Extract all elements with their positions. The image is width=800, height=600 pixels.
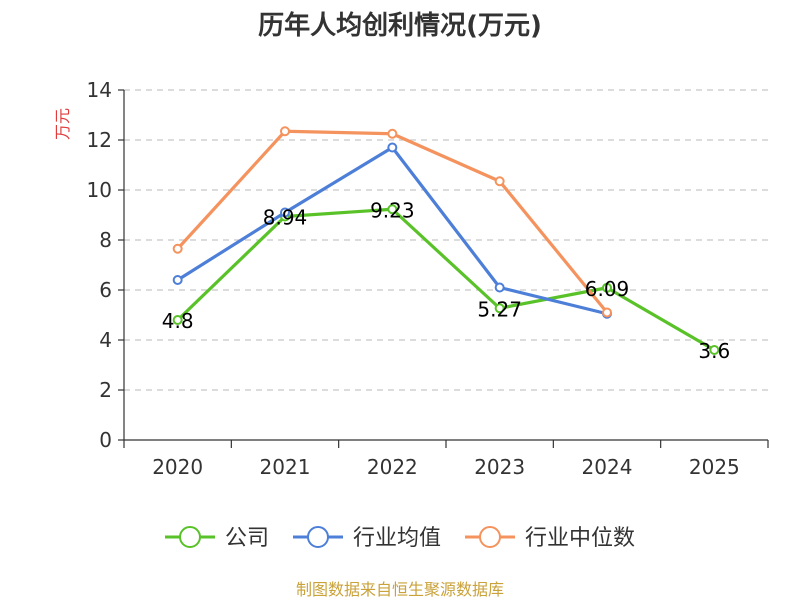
- x-tick-label-2024: 2024: [582, 455, 633, 479]
- grid-lines: [124, 90, 768, 390]
- legend-label: 公司: [225, 526, 269, 551]
- legend-item-1[interactable]: 行业均值: [293, 526, 441, 551]
- data-point-1-2020: [174, 276, 182, 284]
- axes: 0 2 4 6 8 10 12 14 2020 2021 2022 2023 2024 2025: [87, 78, 768, 479]
- data-label-2023: 5.27: [477, 297, 522, 321]
- data-label-2022: 9.23: [370, 198, 415, 222]
- chart-title: 历年人均创利情况(万元): [258, 10, 542, 41]
- x-tick-label-2023: 2023: [474, 455, 525, 479]
- data-point-1-2023: [496, 284, 504, 292]
- legend-label: 行业中位数: [525, 526, 635, 551]
- data-label-2021: 8.94: [263, 206, 308, 230]
- legend-marker: [308, 527, 328, 547]
- x-tick-label-2022: 2022: [367, 455, 418, 479]
- legend-marker: [480, 527, 500, 547]
- data-labels: 4.8 8.94 9.23 5.27 6.09 3.6: [162, 198, 730, 363]
- y-tick-label: 12: [87, 128, 112, 152]
- data-point-2-2021: [281, 127, 289, 135]
- y-tick-label: 14: [87, 78, 112, 102]
- y-tick-label: 2: [99, 378, 112, 402]
- legend-item-0[interactable]: 公司: [165, 526, 269, 551]
- series-line-1: [178, 148, 607, 314]
- legend-marker: [180, 527, 200, 547]
- data-label-2020: 4.8: [162, 309, 194, 333]
- legend-item-2[interactable]: 行业中位数: [465, 526, 635, 551]
- source-note: 制图数据来自恒生聚源数据库: [296, 580, 504, 599]
- data-point-2-2020: [174, 245, 182, 253]
- data-point-2-2022: [388, 130, 396, 138]
- data-point-2-2023: [496, 177, 504, 185]
- y-tick-label: 8: [99, 228, 112, 252]
- series-1: [174, 144, 611, 318]
- y-axis-unit-label: 万元: [53, 108, 72, 140]
- data-label-2024: 6.09: [585, 277, 630, 301]
- data-point-1-2022: [388, 144, 396, 152]
- y-tick-label: 4: [99, 328, 112, 352]
- legend: 公司 行业均值 行业中位数: [165, 526, 635, 551]
- y-tick-label: 6: [99, 278, 112, 302]
- x-tick-label-2021: 2021: [260, 455, 311, 479]
- data-label-2025: 3.6: [698, 339, 730, 363]
- y-tick-label: 0: [99, 428, 112, 452]
- x-tick-label-2025: 2025: [689, 455, 740, 479]
- line-chart: 历年人均创利情况(万元) 万元 0 2 4 6 8 10 12 14 2020 2021 2022 2…: [0, 0, 800, 600]
- x-tick-label-2020: 2020: [152, 455, 203, 479]
- series-0: [174, 205, 719, 354]
- y-tick-label: 10: [87, 178, 112, 202]
- series-lines: [174, 127, 719, 354]
- data-point-2-2024: [603, 309, 611, 317]
- legend-label: 行业均值: [353, 526, 441, 551]
